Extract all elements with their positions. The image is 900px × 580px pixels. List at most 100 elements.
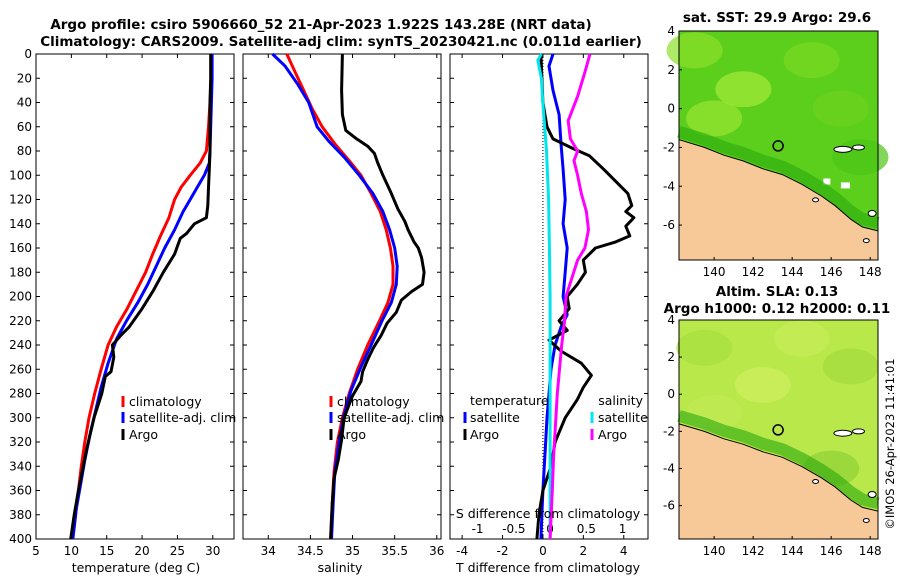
y-tick-label: 340	[9, 459, 32, 473]
map-y-tick-label: -6	[663, 218, 675, 232]
series-line-argo	[329, 53, 426, 540]
y-tick-label: 40	[17, 96, 32, 110]
legend-label: Argo	[470, 427, 499, 442]
legend-label: satellite	[598, 410, 648, 425]
map-x-tick-label: 142	[742, 544, 765, 558]
ocean-shade	[715, 71, 772, 108]
sst-map: 140 142 144 146 148 4 2 0 -2 -4 -6	[663, 24, 889, 279]
island	[851, 428, 865, 435]
map-y-tick-label: -6	[663, 499, 675, 513]
map-y-tick-label: -4	[663, 461, 675, 475]
argo-position-marker	[772, 424, 784, 436]
argo-position-marker	[772, 140, 784, 152]
s-difference-xlabel: S difference from climatology	[456, 506, 641, 521]
x-tick-label: 20	[134, 544, 149, 558]
legend-label: climatology	[129, 394, 202, 409]
missing-data	[840, 182, 850, 189]
temperature-xlabel: temperature (deg C)	[72, 560, 201, 575]
x-tick-label: 5	[32, 544, 40, 558]
salinity-legend: climatology satellite-adj. clim Argo	[329, 394, 444, 442]
map-x-tick-label: 148	[859, 544, 882, 558]
ocean-shade	[734, 366, 791, 403]
ocean-shade	[676, 329, 733, 366]
x-tick-label: 34.5	[297, 544, 324, 558]
map-x-tick-label: 144	[781, 544, 804, 558]
ocean-shade	[666, 32, 723, 69]
map-y-tick-label: -2	[663, 140, 675, 154]
y-tick-label: 100	[9, 168, 32, 182]
s-tick-label: 1	[619, 522, 627, 536]
map-y-tick-label: 0	[667, 102, 675, 116]
island	[867, 490, 877, 498]
x-tick-label: 2	[580, 544, 588, 558]
salinity-panel: 34 34.5 35 35.5 36	[242, 52, 444, 558]
ocean-shade	[686, 100, 743, 137]
map-x-tick-label: 148	[859, 265, 882, 279]
y-tick-label: 180	[9, 265, 32, 279]
y-tick-label: 200	[9, 290, 32, 304]
y-tick-label: 160	[9, 241, 32, 255]
map-x-tick-label: 146	[820, 265, 843, 279]
map-frame	[678, 30, 879, 261]
ocean-shade	[812, 90, 869, 127]
island	[833, 429, 853, 437]
ocean-shade	[783, 42, 840, 79]
x-tick-label: 4	[620, 544, 628, 558]
s-tick-label: -0.5	[502, 522, 525, 536]
legend-label: climatology	[337, 394, 410, 409]
plot-frame	[35, 53, 235, 540]
sla-map: 140 142 144 146 148 4 2 0 -2 -4 -6	[663, 313, 882, 558]
salinity-xlabel: salinity	[318, 560, 363, 575]
island	[862, 517, 870, 523]
y-tick-label: 280	[9, 387, 32, 401]
series-line-t-satellite	[539, 53, 569, 540]
x-tick-label: 15	[99, 544, 114, 558]
difference-legend: temperature salinity satellite Argo sate…	[463, 393, 648, 442]
missing-data	[823, 178, 831, 185]
map-y-tick-label: 2	[667, 63, 675, 77]
y-tick-label: 140	[9, 217, 32, 231]
y-tick-label: 240	[9, 338, 32, 352]
x-tick-label: 36	[429, 544, 444, 558]
island	[812, 197, 820, 203]
y-tick-label: 0	[24, 47, 32, 61]
ocean-shade	[773, 320, 830, 357]
legend-header-salinity: salinity	[598, 393, 643, 408]
temperature-panel: 0 20 40 60 80 100 120 140 160 180 200 220 240 260 280 3…	[9, 47, 235, 558]
temperature-legend: climatology satellite-adj. clim Argo	[121, 394, 236, 442]
island	[812, 478, 820, 484]
map-frame	[678, 319, 879, 540]
series-line-s-satellite	[536, 53, 552, 539]
y-tick-label: 120	[9, 193, 32, 207]
legend-label: Argo	[337, 427, 366, 442]
y-tick-label: 60	[17, 120, 32, 134]
map-y-tick-label: 2	[667, 350, 675, 364]
legend-label: satellite-adj. clim	[337, 410, 444, 425]
map-y-tick-label: -4	[663, 179, 675, 193]
x-tick-label: -4	[456, 544, 468, 558]
map-x-tick-label: 140	[703, 544, 726, 558]
legend-label: satellite	[470, 410, 520, 425]
series-line-climatology	[71, 54, 213, 540]
title-line-2: Climatology: CARS2009. Satellite-adj cli…	[40, 34, 642, 50]
legend-label: Argo	[598, 427, 627, 442]
legend-label: satellite-adj. clim	[129, 410, 236, 425]
x-tick-label: 25	[170, 544, 185, 558]
y-tick-label: 80	[17, 144, 32, 158]
x-tick-label: -2	[497, 544, 509, 558]
series-line-s-argo	[548, 53, 592, 540]
y-tick-label: 400	[9, 532, 32, 546]
series-line-t-argo	[535, 53, 636, 540]
y-tick-label: 260	[9, 362, 32, 376]
map-y-tick-label: 0	[667, 387, 675, 401]
y-tick-label: 220	[9, 314, 32, 328]
island	[833, 145, 853, 153]
plot-frame	[242, 53, 442, 540]
map-y-tick-label: -2	[663, 424, 675, 438]
map-x-tick-label: 142	[742, 265, 765, 279]
island	[862, 238, 870, 244]
x-tick-label: 35	[345, 544, 360, 558]
difference-xlabel: T difference from climatology	[455, 560, 641, 575]
map-x-tick-label: 146	[820, 544, 843, 558]
